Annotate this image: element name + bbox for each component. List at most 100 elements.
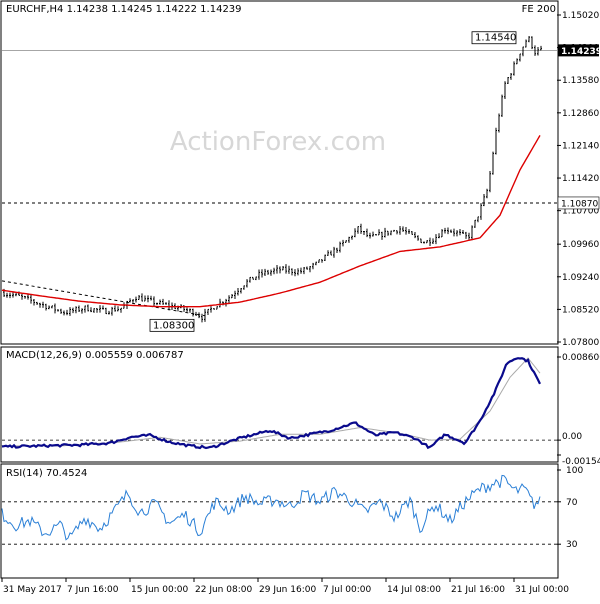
price-y-tick-label: 1.12140 — [562, 141, 599, 151]
candle — [498, 113, 500, 133]
candle — [534, 45, 536, 56]
candle — [381, 231, 383, 240]
candle — [240, 288, 242, 294]
level-tag-box — [557, 196, 600, 210]
candle — [252, 276, 254, 280]
candle — [288, 265, 290, 274]
candle — [507, 77, 509, 85]
candle — [321, 259, 323, 263]
level-tag: 1.10870 — [557, 196, 600, 210]
candle — [432, 238, 434, 244]
candle — [369, 232, 371, 239]
candle — [108, 310, 110, 315]
candle — [513, 61, 515, 76]
candle — [426, 240, 428, 244]
candle — [48, 305, 50, 310]
candle — [225, 298, 227, 307]
candle — [309, 265, 311, 273]
candle — [384, 227, 386, 238]
candle — [210, 306, 212, 313]
candle — [435, 234, 437, 245]
price-y-tick-label: 1.09960 — [562, 240, 599, 250]
candle — [264, 268, 266, 277]
candle — [348, 236, 350, 243]
candle — [159, 299, 161, 305]
x-tick-label: 29 Jun 16:00 — [259, 585, 316, 595]
candle — [282, 265, 284, 271]
x-tick-label: 7 Jun 16:00 — [67, 585, 119, 595]
candle — [363, 231, 365, 235]
candle — [339, 241, 341, 253]
candle — [402, 226, 404, 232]
high-label-box — [471, 31, 517, 45]
high-label: 1.14540 — [471, 31, 517, 45]
candle — [315, 261, 317, 266]
candle — [375, 234, 377, 236]
candle — [99, 305, 101, 313]
candle — [189, 308, 191, 313]
candle — [12, 292, 14, 298]
candle — [117, 306, 119, 312]
candle — [255, 276, 257, 281]
candle — [135, 296, 137, 303]
candle — [6, 292, 8, 298]
x-tick-label: 31 Jul 00:00 — [515, 585, 569, 595]
candle — [9, 292, 11, 299]
candle — [72, 307, 74, 314]
candle — [279, 266, 281, 274]
candle — [540, 45, 542, 51]
rsi-y-tick-label: 30 — [566, 540, 578, 550]
candle — [429, 237, 431, 246]
price-y-tick-label: 1.10700 — [562, 207, 599, 217]
candle — [141, 293, 143, 302]
candle — [333, 246, 335, 258]
candle — [36, 301, 38, 305]
macd-line — [1, 357, 541, 450]
price-y-tick-label: 1.08520 — [562, 305, 599, 315]
candle — [522, 46, 524, 57]
candle — [84, 305, 86, 313]
candle — [39, 302, 41, 308]
candle — [156, 302, 158, 306]
candle — [144, 295, 146, 302]
candle — [153, 296, 155, 307]
macd-y-tick-label: 0.00 — [562, 432, 582, 442]
candle — [54, 303, 56, 314]
candle — [414, 232, 416, 239]
candle — [63, 310, 65, 316]
candle — [483, 193, 485, 207]
candle — [510, 73, 512, 80]
candle — [366, 228, 368, 238]
candle — [336, 247, 338, 254]
candle — [291, 268, 293, 276]
candle — [357, 226, 359, 234]
x-tick-label: 22 Jun 08:00 — [195, 585, 252, 595]
rsi-title: RSI(14) 70.4524 — [6, 468, 87, 479]
candle — [525, 39, 527, 48]
candle — [531, 36, 533, 50]
candle — [417, 235, 419, 241]
candle — [147, 295, 149, 303]
candle — [75, 306, 77, 314]
candle — [423, 241, 425, 244]
fe-tag: FE 200 — [522, 4, 556, 15]
candle — [411, 231, 413, 235]
candle — [408, 229, 410, 234]
candle — [537, 47, 539, 56]
rsi-y-tick-label: 70 — [566, 498, 578, 508]
candle — [198, 312, 200, 319]
candle — [90, 307, 92, 313]
candle — [192, 308, 194, 317]
candle — [150, 295, 152, 301]
x-tick-label: 21 Jul 16:00 — [451, 585, 505, 595]
candle — [516, 58, 518, 65]
candle — [129, 298, 131, 303]
price-y-tick-label: 1.07800 — [562, 338, 599, 348]
candle — [111, 306, 113, 316]
price-y-tick-label: 1.12860 — [562, 109, 599, 119]
candle — [231, 293, 233, 299]
candle — [93, 308, 95, 313]
candle — [294, 269, 296, 277]
candle — [312, 262, 314, 270]
rsi-y-tick-label: 100 — [566, 466, 583, 476]
